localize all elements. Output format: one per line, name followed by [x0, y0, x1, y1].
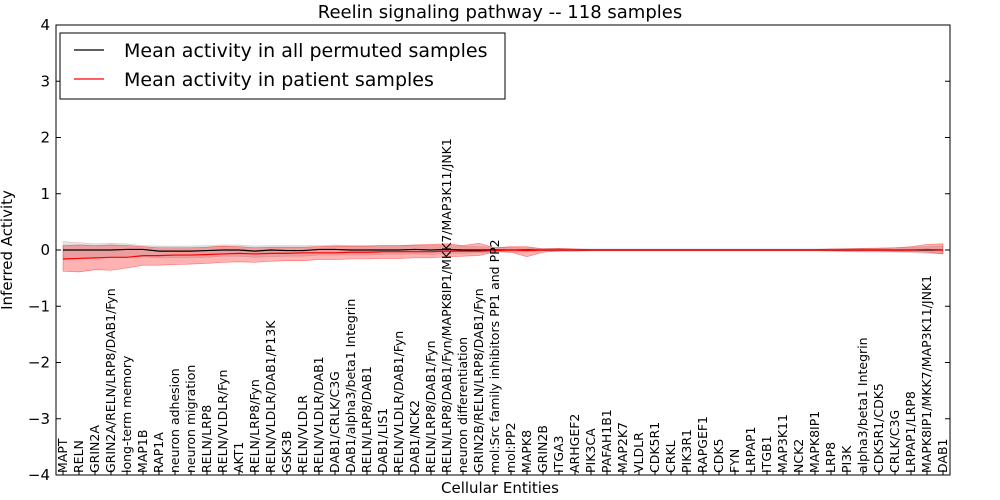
series-lines — [62, 248, 944, 260]
legend-label-permuted: Mean activity in all permuted samples — [124, 40, 487, 62]
x-category-label: PI3K — [839, 445, 854, 473]
legend: Mean activity in all permuted samples Me… — [59, 32, 506, 100]
x-category-label: MAPT — [55, 438, 70, 473]
x-category-label: ARHGEF2 — [567, 414, 582, 473]
x-category-label: MAPK8IP1/MKK7/MAP3K11/JNK1 — [919, 275, 934, 473]
x-category-label: RELN/VLDLR/DAB1 — [311, 356, 326, 473]
x-category-label: RELN/VLDLR/DAB1/P13K — [263, 320, 278, 473]
x-category-label: PIK3R1 — [679, 429, 694, 473]
x-axis-label: Cellular Entities — [441, 479, 559, 497]
x-category-label: MAPK8 — [519, 430, 534, 473]
x-category-label: LRPAP1 — [743, 427, 758, 473]
x-category-label: mol:PP2 — [503, 422, 518, 473]
x-category-label: GRIN2A/RELN/LRP8/DAB1/Fyn — [103, 288, 118, 473]
x-category-label: CRLK/C3G — [887, 410, 902, 473]
x-category-label: ITGB1 — [759, 435, 774, 473]
y-tick-label: −1 — [28, 297, 50, 315]
x-category-label: neuron migration — [183, 365, 198, 473]
x-category-label: PIK3CA — [583, 428, 598, 473]
x-category-label: RELN/VLDLR/DAB1/Fyn — [391, 331, 406, 473]
x-category-label: MAP1B — [135, 430, 150, 473]
x-category-label: RAPGEF1 — [695, 416, 710, 473]
x-category-label: MAPK8IP1 — [807, 411, 822, 473]
x-category-label: alpha3/beta1 Integrin — [855, 337, 870, 473]
x-category-label: ITGA3 — [551, 435, 566, 473]
x-category-label: AKT1 — [231, 442, 246, 473]
x-category-label: RELN/LRP8 — [199, 405, 214, 473]
x-category-label: MAP3K11 — [775, 414, 790, 473]
x-category-label: PAFAH1B1 — [599, 409, 614, 473]
y-tick-label: −2 — [28, 354, 50, 372]
plot-area — [55, 24, 951, 476]
x-category-label: GRIN2B/RELN/LRP8/DAB1/Fyn — [471, 288, 486, 473]
x-category-label: DAB1/LIS1 — [375, 408, 390, 473]
y-tick-label: 1 — [40, 185, 50, 203]
x-category-label: neuron adhesion — [167, 368, 182, 473]
x-category-label: RELN/LRP8/DAB1/Fyn/MAPK8IP1/MKK7/MAP3K11… — [439, 138, 454, 473]
x-category-label: RELN/LRP8/DAB1/Fyn — [423, 340, 438, 473]
y-tick-label: −3 — [28, 410, 50, 428]
x-category-labels: MAPT RELN GRIN2A GRIN2A/RELN/LRP8/DAB1/Fyn l… — [55, 138, 950, 475]
y-axis-label: Inferred Activity — [0, 190, 16, 310]
y-tick-label: 4 — [40, 16, 50, 34]
chart-title: Reelin signaling pathway -- 118 samples — [318, 2, 682, 23]
x-category-label: RELN — [71, 440, 86, 473]
x-category-label: LRP8 — [823, 442, 838, 473]
legend-label-patient: Mean activity in patient samples — [124, 69, 434, 91]
x-category-label: CDK5R1 — [647, 422, 662, 473]
x-category-label: DAB1/CRLK/C3G — [327, 371, 342, 473]
x-category-label: neuron differentiation — [455, 337, 470, 473]
x-category-label: RAP1A — [151, 432, 166, 473]
x-category-label: GRIN2B — [535, 425, 550, 473]
line-patient-mean — [62, 248, 944, 260]
x-category-label: RELN/VLDLR/Fyn — [215, 370, 230, 473]
y-tick-label: −4 — [28, 466, 50, 484]
x-category-label: LRPAP1/LRP8 — [903, 391, 918, 473]
x-category-label: CDK5R1/CDK5 — [871, 383, 886, 473]
x-category-label: MAP2K7 — [615, 422, 630, 473]
x-category-label: NCK2 — [791, 439, 806, 473]
x-category-label: VLDLR — [631, 432, 646, 473]
x-category-label: DAB1/NCK2 — [407, 400, 422, 473]
legend-frame — [59, 32, 506, 100]
x-category-label: RELN/LRP8/DAB1 — [359, 366, 374, 473]
x-category-label: GSK3B — [279, 431, 294, 473]
x-category-label: DAB1/alpha3/beta1 Integrin — [343, 299, 358, 473]
y-tick-label: 3 — [40, 72, 50, 90]
y-tick-label: 0 — [40, 241, 50, 259]
x-category-label: CDK5 — [711, 438, 726, 473]
x-category-label: FYN — [727, 449, 742, 473]
x-category-label: RELN/VLDLR — [295, 395, 310, 473]
y-axis: −4 −3 −2 −1 0 1 2 3 4 — [28, 16, 950, 484]
x-category-label: GRIN2A — [87, 425, 102, 473]
x-category-label: long-term memory — [119, 355, 134, 473]
x-category-label: RELN/LRP8/Fyn — [247, 379, 262, 473]
x-category-label: CRKL — [663, 440, 678, 473]
x-category-label: mol:Src family inhibitors PP1 and PP2 — [487, 239, 502, 473]
x-category-label: DAB1 — [935, 439, 950, 474]
y-tick-label: 2 — [40, 129, 50, 147]
